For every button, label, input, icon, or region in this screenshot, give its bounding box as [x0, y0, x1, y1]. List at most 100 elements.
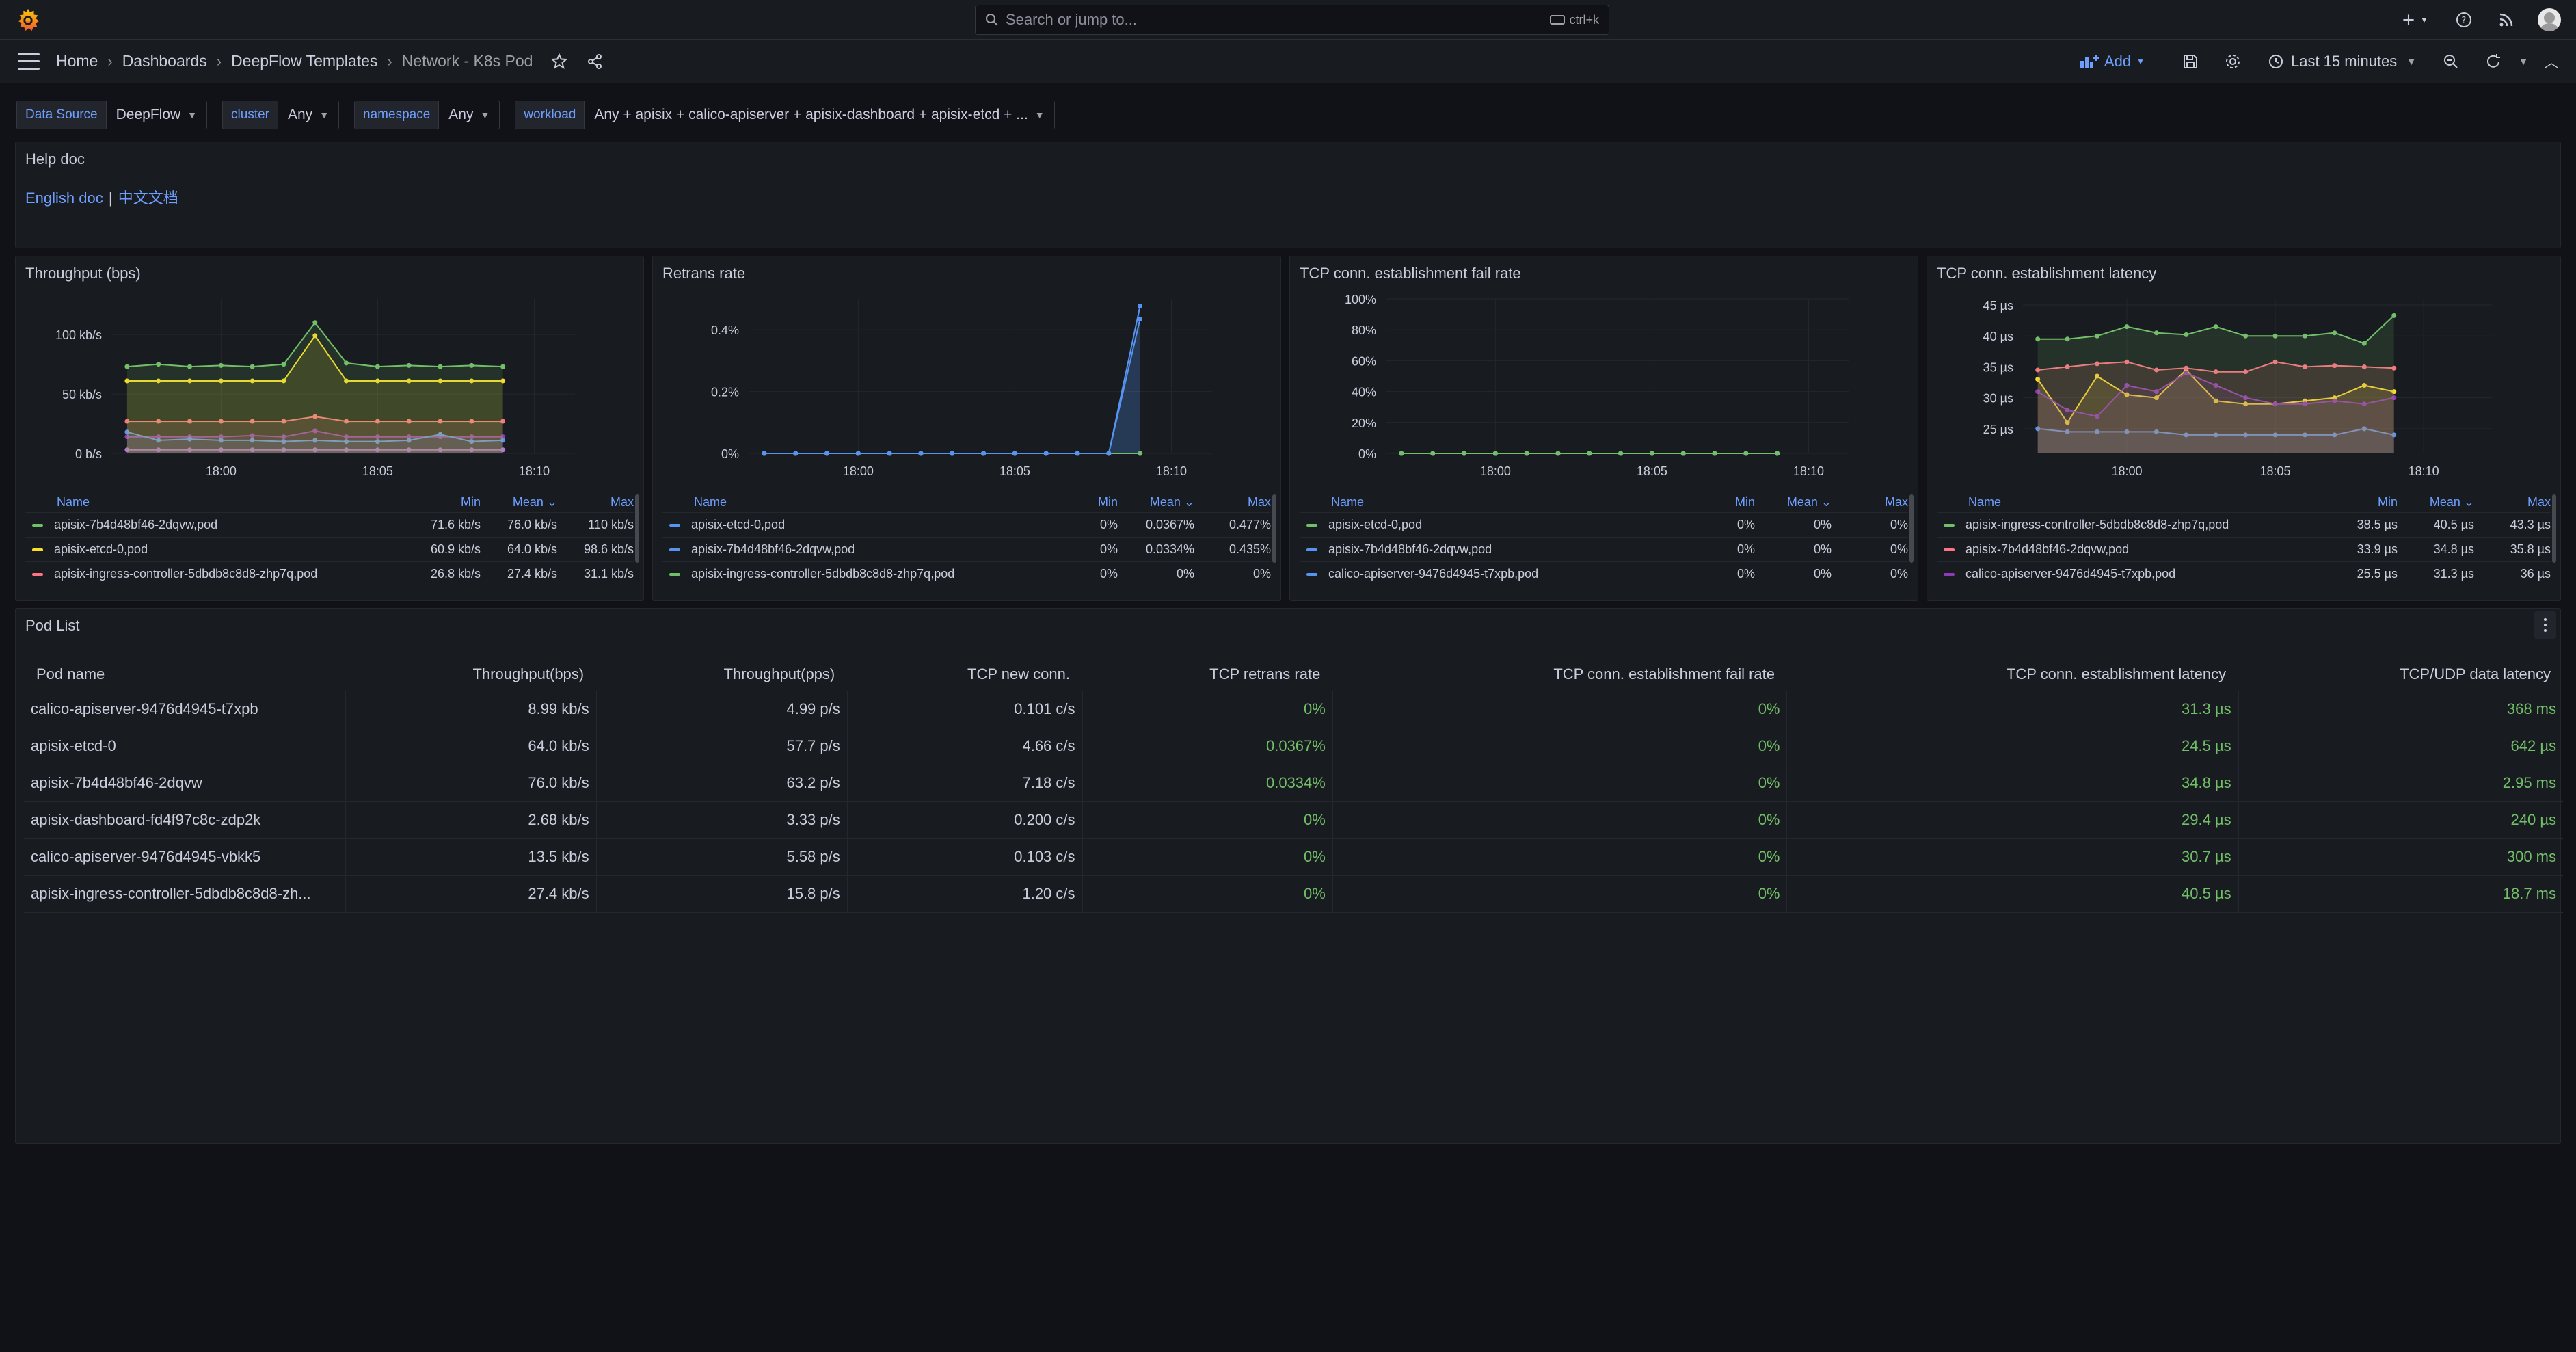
- data-point: [2065, 336, 2070, 342]
- legend-header-max[interactable]: Max: [1884, 494, 1908, 509]
- data-point: [281, 439, 286, 445]
- table-row[interactable]: apisix-dashboard-fd4f97c8c-zdp2k 2.68 kb/…: [24, 801, 2563, 839]
- new-menu-button[interactable]: ▼: [2394, 6, 2435, 34]
- legend-item[interactable]: apisix-7b4d48bf46-2dqvw,pod 33.9 µs 34.8 µ…: [1937, 537, 2551, 561]
- variable-select-workload[interactable]: Any + apisix + calico-apiserver + apisix…: [585, 101, 1055, 129]
- column-header[interactable]: TCP retrans rate: [1082, 658, 1333, 691]
- chinese-doc-link[interactable]: 中文文档: [118, 189, 178, 207]
- time-range-picker[interactable]: Last 15 minutes ▼: [2268, 53, 2416, 70]
- legend-scrollbar[interactable]: [2552, 494, 2556, 563]
- data-point: [2035, 426, 2041, 432]
- metric-cell: 7.18 c/s: [847, 765, 1083, 802]
- refresh-interval-chevron-icon[interactable]: ▼: [2519, 55, 2528, 67]
- series-line: [764, 306, 1141, 454]
- legend-header-name[interactable]: Name: [694, 494, 727, 509]
- legend-header-name[interactable]: Name: [1331, 494, 1365, 509]
- star-icon[interactable]: [550, 52, 568, 70]
- data-point: [312, 333, 318, 339]
- data-point: [2243, 369, 2249, 375]
- zoom-out-icon[interactable]: [2442, 53, 2460, 70]
- legend-item[interactable]: apisix-ingress-controller-5dbdb8c8d8-zhp…: [662, 561, 1271, 586]
- user-avatar[interactable]: [2538, 8, 2561, 31]
- help-button[interactable]: ?: [2450, 6, 2478, 34]
- legend-header-max[interactable]: Max: [610, 494, 634, 509]
- panel-menu-icon[interactable]: [2534, 611, 2556, 639]
- column-header[interactable]: TCP conn. establishment fail rate: [1332, 658, 1787, 691]
- legend-scrollbar[interactable]: [1272, 494, 1276, 563]
- legend-scrollbar[interactable]: [635, 494, 639, 563]
- legend-header-min[interactable]: Min: [1097, 494, 1118, 509]
- legend-item[interactable]: apisix-7b4d48bf46-2dqvw,pod 0% 0% 0%: [1300, 537, 1908, 561]
- legend-item[interactable]: apisix-ingress-controller-5dbdb8c8d8-zhp…: [1937, 512, 2551, 537]
- add-button[interactable]: Add ▼: [2080, 53, 2145, 70]
- table-row[interactable]: calico-apiserver-9476d4945-t7xpb 8.99 kb/…: [24, 691, 2563, 728]
- legend-header-name[interactable]: Name: [1968, 494, 2002, 509]
- metric-cell: 13.5 kb/s: [345, 838, 597, 876]
- legend-item[interactable]: apisix-etcd-0,pod 0% 0.0367% 0.477%: [662, 512, 1271, 537]
- grafana-logo-icon[interactable]: [15, 7, 41, 33]
- refresh-icon[interactable]: [2484, 53, 2502, 70]
- table-row[interactable]: apisix-ingress-controller-5dbdb8c8d8-zh.…: [24, 875, 2563, 913]
- column-header[interactable]: TCP/UDP data latency: [2238, 658, 2563, 691]
- news-button[interactable]: [2493, 6, 2520, 34]
- legend-header-name[interactable]: Name: [57, 494, 90, 509]
- y-tick-label: 100 kb/s: [55, 328, 102, 342]
- table-row[interactable]: apisix-etcd-0 64.0 kb/s 57.7 p/s 4.66 c/s 0.…: [24, 728, 2563, 765]
- column-header[interactable]: Throughput(bps): [345, 658, 597, 691]
- breadcrumb-dashboards[interactable]: Dashboards: [122, 52, 207, 70]
- variable-select-namespace[interactable]: Any ▼: [439, 101, 500, 129]
- metric-cell: 18.7 ms: [2238, 875, 2563, 913]
- legend-item[interactable]: calico-apiserver-9476d4945-t7xpb,pod 0% 0%…: [1300, 561, 1908, 586]
- data-point: [1106, 451, 1112, 456]
- breadcrumb-folder[interactable]: DeepFlow Templates: [231, 52, 378, 70]
- column-header[interactable]: Throughput(pps): [596, 658, 848, 691]
- legend-min: 60.9 kb/s: [430, 542, 481, 556]
- legend-header-min[interactable]: Min: [460, 494, 481, 509]
- legend-header-mean[interactable]: Mean ⌄: [1786, 494, 1832, 509]
- legend-item[interactable]: apisix-ingress-controller-5dbdb8c8d8-zhp…: [25, 561, 634, 586]
- legend-header-max[interactable]: Max: [2527, 494, 2551, 509]
- x-tick-label: 18:05: [999, 464, 1030, 478]
- legend-header-mean[interactable]: Mean ⌄: [2429, 494, 2474, 509]
- data-point: [2243, 401, 2249, 407]
- settings-gear-icon[interactable]: [2224, 53, 2242, 70]
- legend-header-mean[interactable]: Mean ⌄: [512, 494, 557, 509]
- y-tick-label: 0%: [721, 447, 739, 461]
- legend-item[interactable]: apisix-etcd-0,pod 60.9 kb/s 64.0 kb/s 98.6 …: [25, 537, 634, 561]
- dashboard-variables: Data Source DeepFlow ▼ cluster Any ▼ names…: [16, 101, 1070, 129]
- column-header[interactable]: TCP new conn.: [847, 658, 1083, 691]
- metric-cell: 63.2 p/s: [596, 765, 848, 802]
- english-doc-link[interactable]: English doc: [25, 189, 103, 207]
- table-row[interactable]: calico-apiserver-9476d4945-vbkk5 13.5 kb/…: [24, 838, 2563, 876]
- save-icon[interactable]: [2182, 53, 2199, 70]
- data-point: [218, 419, 224, 424]
- data-point: [1043, 451, 1049, 456]
- share-icon[interactable]: [586, 53, 604, 70]
- chevron-down-icon: ▼: [2136, 56, 2145, 66]
- menu-icon[interactable]: [18, 53, 40, 70]
- legend-header-min[interactable]: Min: [2377, 494, 2398, 509]
- legend-item[interactable]: calico-apiserver-9476d4945-t7xpb,pod 25.5…: [1937, 561, 2551, 586]
- collapse-chevron-up-icon[interactable]: ︿: [2545, 55, 2558, 70]
- column-header[interactable]: TCP conn. establishment latency: [1786, 658, 2239, 691]
- data-point: [1462, 451, 1467, 456]
- variable-select-datasource[interactable]: DeepFlow ▼: [106, 101, 208, 129]
- data-point: [2065, 429, 2070, 434]
- breadcrumb-home[interactable]: Home: [56, 52, 98, 70]
- legend-item[interactable]: apisix-7b4d48bf46-2dqvw,pod 0% 0.0334% 0.43…: [662, 537, 1271, 561]
- svg-text:?: ?: [2462, 16, 2467, 26]
- metric-cell: 0.0334%: [1082, 765, 1333, 802]
- table-row[interactable]: apisix-7b4d48bf46-2dqvw 76.0 kb/s 63.2 p/s…: [24, 765, 2563, 802]
- legend-header-min[interactable]: Min: [1734, 494, 1755, 509]
- legend-scrollbar[interactable]: [1909, 494, 1914, 563]
- legend-item[interactable]: apisix-etcd-0,pod 0% 0% 0%: [1300, 512, 1908, 537]
- legend-header-mean[interactable]: Mean ⌄: [1149, 494, 1194, 509]
- legend-header-max[interactable]: Max: [1247, 494, 1271, 509]
- metric-cell: 30.7 µs: [1786, 838, 2239, 876]
- shortcut-label: ctrl+k: [1569, 12, 1599, 27]
- legend-item[interactable]: apisix-7b4d48bf46-2dqvw,pod 71.6 kb/s 76.0…: [25, 512, 634, 537]
- column-header[interactable]: Pod name: [24, 658, 345, 691]
- variable-select-cluster[interactable]: Any ▼: [278, 101, 340, 129]
- data-point: [438, 432, 443, 437]
- search-input[interactable]: Search or jump to... ctrl+k: [975, 5, 1609, 35]
